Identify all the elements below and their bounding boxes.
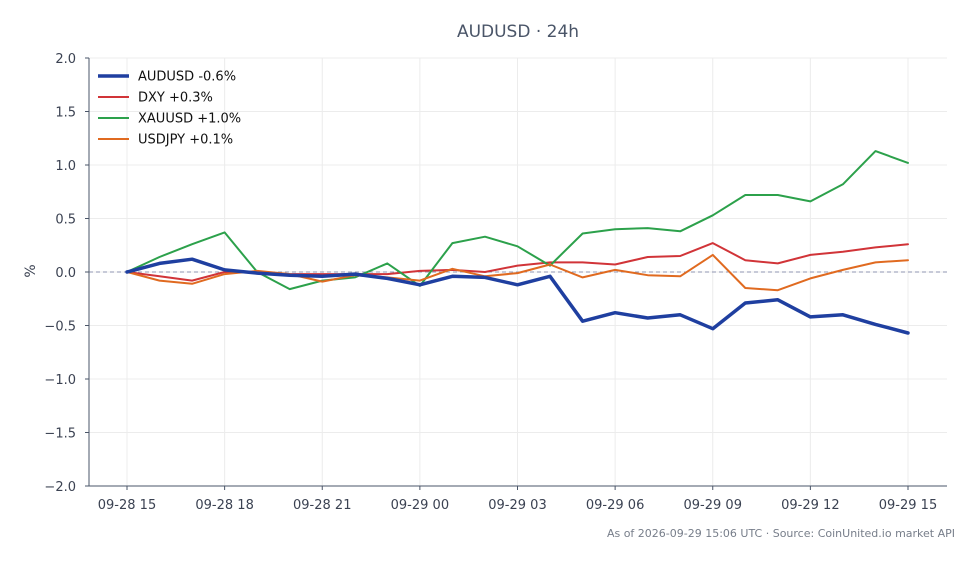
x-tick-label: 09-29 09 — [684, 498, 742, 513]
y-axis-label: % — [23, 264, 39, 277]
legend-item: XAUUSD +1.0% — [98, 112, 241, 127]
x-tick-label: 09-28 15 — [98, 498, 156, 513]
chart-title: AUDUSD · 24h — [457, 22, 579, 42]
y-tick-label: −1.5 — [44, 427, 76, 442]
x-tick-label: 09-29 03 — [488, 498, 546, 513]
legend-item: DXY +0.3% — [98, 91, 213, 106]
axes — [85, 57, 947, 490]
legend-item: AUDUSD -0.6% — [98, 70, 236, 85]
y-tick-label: 2.0 — [55, 52, 76, 67]
legend-item: USDJPY +0.1% — [98, 133, 233, 148]
y-tick-label: −2.0 — [44, 480, 76, 495]
y-tick-labels: 2.0 1.5 1.0 0.5 0.0 −0.5 −1.0 −1.5 −2.0 — [44, 52, 76, 495]
y-tick-label: 1.0 — [55, 159, 76, 174]
legend-label: AUDUSD -0.6% — [138, 70, 236, 85]
x-tick-label: 09-28 21 — [293, 498, 351, 513]
y-tick-label: 1.5 — [55, 106, 76, 121]
x-tick-label: 09-29 00 — [391, 498, 449, 513]
y-tick-label: −1.0 — [44, 373, 76, 388]
x-tick-label: 09-29 12 — [781, 498, 839, 513]
y-tick-label: 0.0 — [55, 266, 76, 281]
legend-label: DXY +0.3% — [138, 91, 213, 106]
series-line-audusd — [125, 257, 910, 335]
x-tick-labels: 09-28 15 09-28 18 09-28 21 09-29 00 09-29 03… — [98, 498, 937, 513]
series-lines — [125, 150, 910, 335]
x-tick-label: 09-29 15 — [879, 498, 937, 513]
legend-label: XAUUSD +1.0% — [138, 112, 241, 127]
footer-source: As of 2026-09-29 15:06 UTC · Source: Coi… — [607, 527, 955, 540]
legend: AUDUSD -0.6% DXY +0.3% XAUUSD +1.0% USDJPY … — [98, 70, 241, 148]
series-line-usdjpy — [126, 253, 909, 292]
x-tick-label: 09-28 18 — [195, 498, 253, 513]
legend-label: USDJPY +0.1% — [138, 133, 233, 148]
y-tick-label: −0.5 — [44, 320, 76, 335]
y-tick-label: 0.5 — [55, 213, 76, 228]
x-tick-label: 09-29 06 — [586, 498, 644, 513]
